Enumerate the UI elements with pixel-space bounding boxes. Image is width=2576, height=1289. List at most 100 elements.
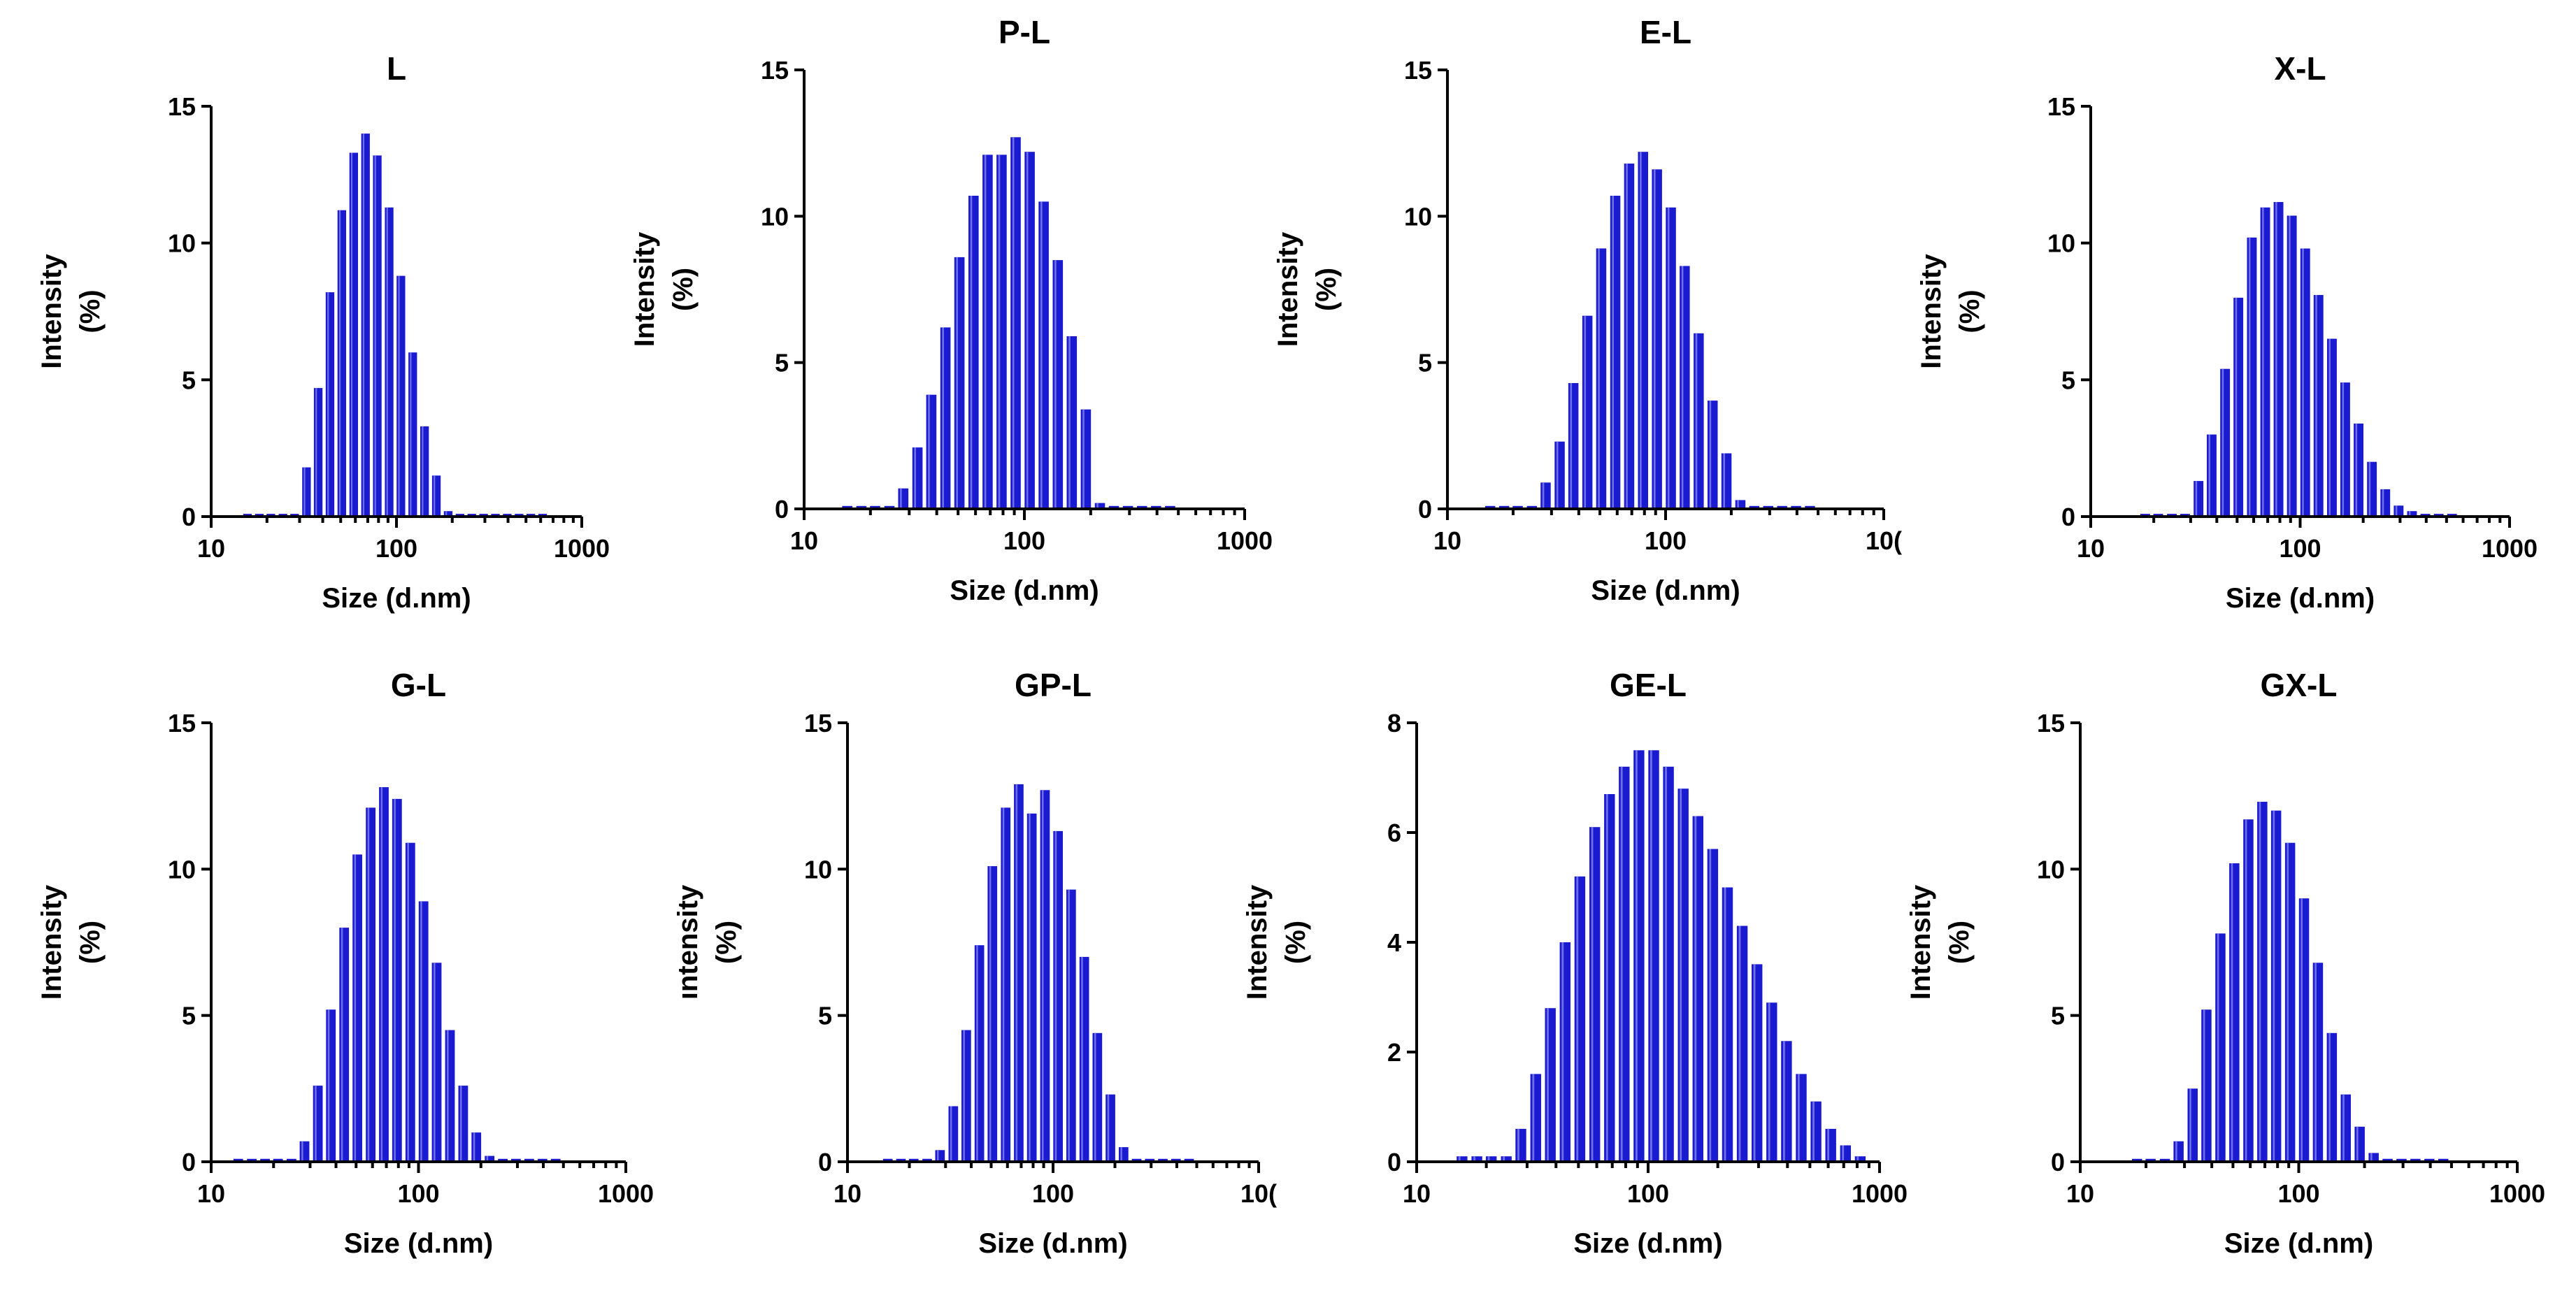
bar	[1526, 505, 1538, 509]
bar	[1530, 1074, 1541, 1162]
bar-highlight	[2355, 423, 2358, 517]
bar	[1574, 876, 1586, 1162]
bar-highlight	[1709, 401, 1712, 509]
bar	[2380, 489, 2391, 517]
bar	[1624, 164, 1635, 509]
bar	[987, 866, 998, 1162]
bar	[392, 798, 402, 1162]
bar	[1752, 964, 1763, 1162]
bar-highlight	[447, 1030, 449, 1162]
bar-highlight	[2328, 1032, 2331, 1162]
bar-highlight	[1015, 784, 1018, 1162]
bar-highlight	[2287, 842, 2289, 1162]
x-tick-label: 10	[790, 526, 818, 555]
y-tick-label: 15	[2047, 92, 2075, 121]
bar-highlight	[2249, 237, 2251, 517]
bar-highlight	[486, 1155, 489, 1162]
y-tick-label: 6	[1387, 819, 1401, 847]
bar	[1677, 788, 1689, 1162]
bar	[1805, 505, 1815, 509]
bar-highlight	[989, 866, 992, 1162]
bar	[1092, 1032, 1103, 1162]
bar	[1652, 169, 1662, 510]
bar-highlight	[1667, 207, 1670, 509]
bar	[431, 475, 441, 517]
bar	[1582, 315, 1593, 509]
bar-highlight	[473, 1132, 475, 1162]
x-tick-label: 10	[1433, 526, 1461, 555]
bar	[524, 1158, 534, 1162]
bar-highlight	[1068, 336, 1071, 509]
bar	[1080, 409, 1092, 509]
bar	[1777, 505, 1787, 509]
y-tick-label: 15	[168, 92, 196, 121]
bar-highlight	[2382, 489, 2384, 517]
bar-highlight	[984, 154, 987, 509]
y-axis-label: Intensity	[629, 231, 660, 347]
bar	[313, 388, 323, 517]
bar-highlight	[1636, 750, 1638, 1162]
y-tick-label: 0	[1418, 495, 1432, 524]
y-tick-label: 15	[761, 56, 789, 85]
bar	[1079, 956, 1089, 1162]
x-tick-label: 100	[397, 1179, 439, 1208]
bar-highlight	[420, 901, 422, 1162]
bar	[313, 1086, 323, 1162]
bar-highlight	[1547, 1008, 1549, 1162]
bar	[431, 963, 442, 1162]
bar	[1131, 1158, 1142, 1162]
x-axis-label: Size (d.nm)	[1573, 1228, 1722, 1259]
x-axis-label: Size (d.nm)	[978, 1228, 1127, 1259]
chart-title: G-L	[391, 667, 446, 703]
y-tick-label: 0	[2051, 1148, 2065, 1176]
bar-highlight	[1487, 1156, 1490, 1162]
bar	[2145, 1158, 2156, 1162]
bar-highlight	[2221, 368, 2224, 517]
chart-panel: 0 5 10 15 10 100 1000 G-L Size (d.nm) Intensity (%…	[36, 667, 654, 1259]
bar	[1122, 505, 1133, 509]
bar	[1707, 849, 1719, 1162]
y-tick-label: 0	[182, 1148, 196, 1176]
bar-highlight	[956, 257, 958, 509]
bar-highlight	[2302, 248, 2304, 517]
bar-highlight	[970, 196, 973, 509]
bar	[1694, 333, 1704, 509]
bar-highlight	[914, 447, 916, 509]
bar	[2257, 802, 2268, 1162]
bar	[2173, 1141, 2184, 1162]
bar-highlight	[2315, 295, 2317, 517]
bar-highlight	[1107, 1094, 1110, 1162]
bar	[1066, 336, 1078, 509]
y-tick-label: 0	[818, 1148, 832, 1176]
bar	[1108, 505, 1119, 509]
y-tick-label: 5	[775, 349, 789, 377]
bar-highlight	[1709, 849, 1712, 1162]
bar	[996, 154, 1007, 509]
bar-highlight	[341, 928, 343, 1162]
bar	[445, 1030, 455, 1162]
y-axis-unit-label: (%)	[1280, 921, 1311, 964]
bar	[352, 854, 362, 1162]
chart-title: GP-L	[1015, 667, 1092, 703]
bar-highlight	[1081, 956, 1083, 1162]
bar-highlight	[1096, 503, 1099, 509]
x-tick-label: 1000	[1852, 1179, 1908, 1208]
bar	[537, 1158, 548, 1162]
x-tick-label: 10	[2077, 534, 2105, 563]
bar-highlight	[434, 963, 436, 1162]
bar	[1749, 505, 1760, 509]
bar-highlight	[2208, 434, 2210, 517]
bar	[233, 1158, 243, 1162]
bar-highlight	[1473, 1156, 1475, 1162]
bar-highlight	[2259, 802, 2261, 1162]
bar-highlight	[1532, 1074, 1535, 1162]
bar	[2313, 295, 2324, 517]
bar	[1512, 505, 1523, 509]
x-axis-label: Size (d.nm)	[950, 575, 1099, 606]
x-tick-label: 1000	[2489, 1179, 2545, 1208]
bar	[1024, 152, 1035, 509]
y-axis-unit-label: (%)	[1311, 268, 1342, 311]
bar	[498, 1158, 508, 1162]
bar	[2393, 505, 2404, 517]
bar	[1515, 1128, 1526, 1162]
